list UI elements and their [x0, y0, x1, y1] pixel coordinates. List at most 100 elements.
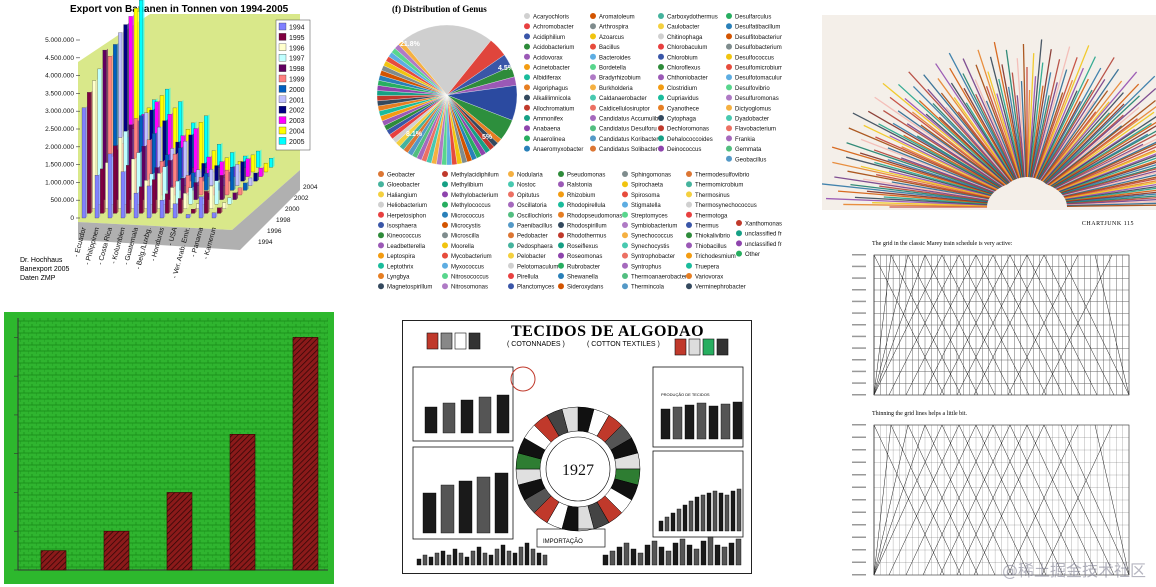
- banana-bar-side: [155, 178, 158, 214]
- train-route-line: [975, 424, 1047, 576]
- pie-legend-label: Caldicellulosiruptor: [599, 106, 650, 112]
- pie-legend-marker: [686, 191, 692, 198]
- pie-legend-marker: [622, 171, 628, 177]
- pie-legend-marker: [508, 283, 514, 290]
- radial-line: [906, 123, 1005, 188]
- radial-line: [1049, 121, 1156, 189]
- pie-legend-label: Gloeobacter: [387, 183, 420, 189]
- pie-legend-marker: [622, 181, 628, 188]
- banana-bar: [209, 169, 214, 186]
- radial-line: [825, 197, 998, 207]
- radial-line: [843, 203, 998, 208]
- banana-bar-side: [142, 185, 145, 214]
- tecidos-bottom-frame: [536, 528, 606, 548]
- pie-legend-marker: [658, 64, 664, 70]
- banana-bar: [269, 158, 273, 168]
- banana-bar: [152, 179, 156, 214]
- pie-legend-label: Haliangium: [387, 193, 417, 199]
- banana-bar: [188, 187, 193, 205]
- banana-chart-title: Export von Bananen in Tonnen von 1994-20…: [70, 4, 289, 15]
- pie-legend-label: Dictyoglomus: [735, 106, 771, 112]
- pie-legend-marker: [726, 94, 732, 101]
- banana-legend-label: 2005: [289, 139, 305, 146]
- green-bar: [292, 337, 319, 571]
- pie-legend-label: Kineococcus: [387, 234, 421, 240]
- banana-bar-side: [202, 195, 205, 218]
- radial-line: [878, 123, 1003, 191]
- radial-line: [1035, 45, 1090, 179]
- banana-bar-side: [150, 184, 153, 218]
- radial-line: [1036, 56, 1096, 180]
- pie-legend-marker: [524, 33, 530, 40]
- tecidos-bar: [696, 402, 707, 440]
- banana-bar-side: [202, 120, 205, 172]
- pie-legend-marker: [726, 84, 732, 91]
- pie-legend-marker: [686, 242, 692, 249]
- tecidos-bar: [684, 404, 695, 440]
- banana-ytick: 4.000.000: [45, 73, 74, 80]
- banana-bar-side: [252, 176, 254, 186]
- pie-legend-marker: [558, 262, 564, 269]
- radial-line: [1052, 149, 1156, 194]
- banana-bar: [183, 193, 188, 209]
- banana-bar: [224, 157, 229, 173]
- tecidos-bar: [458, 480, 473, 534]
- banana-legend-swatch: [278, 33, 287, 41]
- banana-bar: [248, 177, 253, 186]
- tecidos-bar: [460, 399, 474, 434]
- pie-legend-marker: [442, 181, 448, 188]
- banana-bar: [230, 167, 234, 191]
- pie-legend-marker: [736, 220, 742, 226]
- pie-legend-marker: [524, 64, 530, 70]
- train-station-label: [852, 486, 866, 488]
- pie-label: 21.8%: [400, 41, 421, 48]
- train-station-label: [852, 461, 866, 463]
- train-route-line: [992, 424, 1064, 576]
- banana-bar-side: [194, 207, 197, 214]
- banana-bar: [178, 198, 182, 214]
- pie-legend-label: Methylobacterium: [451, 193, 498, 199]
- pie-legend-marker: [686, 171, 692, 177]
- banana-bar-side: [168, 192, 171, 214]
- pie-legend-marker: [508, 232, 514, 239]
- train-route-line: [973, 424, 1045, 576]
- tecidos-bar: [672, 406, 683, 440]
- train-route-line: [888, 424, 960, 576]
- radial-line: [953, 97, 1014, 181]
- banana-bar-side: [176, 202, 179, 218]
- banana-floor: [78, 170, 300, 250]
- pie-legend-marker: [726, 43, 732, 50]
- radial-line: [950, 82, 1015, 181]
- genus-distribution-chart: (f) Distribution of Genus 21.8% 4.5% 8.1% 5…: [372, 0, 782, 300]
- banana-ytick: 3.500.000: [45, 90, 74, 97]
- radial-line: [1050, 125, 1156, 190]
- pie-legend-marker: [378, 273, 384, 279]
- radial-line: [1016, 95, 1026, 178]
- banana-country-label: - Ecuador: [73, 226, 88, 258]
- train-station-label: [852, 524, 866, 526]
- pie-legend-marker: [558, 222, 564, 228]
- banana-ytick: 500.000: [51, 197, 75, 204]
- pie-legend-marker: [658, 104, 664, 111]
- train-station-label: [852, 289, 866, 291]
- banana-legend-swatch: [278, 95, 287, 103]
- tecidos-panel-fabricacao: [412, 366, 514, 442]
- pie-legend-label: Spirochaeta: [631, 183, 664, 189]
- pie-legend-label: Pirellula: [517, 275, 539, 281]
- pie-legend-marker: [508, 262, 514, 269]
- pie-legend-marker: [726, 33, 732, 40]
- train-station-label: [852, 324, 866, 326]
- banana-bar: [198, 177, 203, 196]
- banana-bar: [120, 171, 125, 219]
- radial-line: [1052, 146, 1156, 193]
- banana-bar: [263, 162, 268, 173]
- banana-bar: [185, 214, 190, 219]
- banana-bar: [219, 175, 224, 200]
- pie-legend-marker: [524, 94, 530, 101]
- tecidos-bottom-bar: [500, 544, 506, 566]
- radial-line: [1031, 95, 1050, 178]
- pie-legend-marker: [508, 181, 514, 188]
- pie-legend-marker: [686, 262, 692, 269]
- banana-bar: [191, 209, 195, 214]
- radial-line: [1050, 130, 1156, 190]
